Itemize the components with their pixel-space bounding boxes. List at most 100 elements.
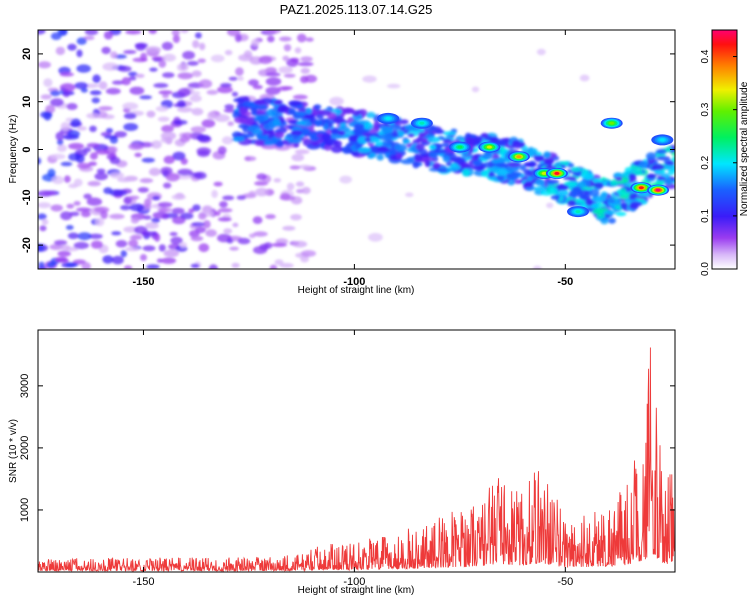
heatmap-noise-blob xyxy=(113,189,128,197)
heatmap-ridge-blob xyxy=(399,119,409,125)
heatmap-noise-blob xyxy=(145,222,159,230)
heatmap-noise-blob xyxy=(38,30,46,35)
heatmap-noise-blob xyxy=(91,97,101,104)
heatmap-noise-blob xyxy=(38,261,45,268)
heatmap-noise-blob xyxy=(217,217,232,222)
heatmap-ridge-blob xyxy=(324,117,336,125)
snr-y-tick-label: 3000 xyxy=(19,374,31,398)
heatmap-ridge-blob xyxy=(272,118,281,127)
colorbar-gradient xyxy=(711,29,738,270)
heatmap-hotspot xyxy=(567,206,589,218)
heatmap-noise-blob xyxy=(195,32,202,39)
heatmap-noise-blob xyxy=(89,90,102,96)
heatmap-noise-blob xyxy=(190,263,200,269)
heatmap-ridge-blob xyxy=(482,161,495,169)
snr-x-ticks: -150 -100 -50 xyxy=(132,330,573,588)
heatmap-noise-blob xyxy=(66,203,75,209)
snr-y-axis-label: SNR (10 * v/v) xyxy=(8,419,19,483)
heatmap-ridge-blob xyxy=(491,153,500,160)
heatmap-noise-blob xyxy=(50,98,64,107)
heatmap-ridge-blob xyxy=(600,191,608,199)
heatmap-noise-blob xyxy=(158,59,167,68)
heatmap-ridge-blob xyxy=(615,211,627,217)
heatmap-ridge-blob xyxy=(266,108,276,117)
heatmap-noise-blob xyxy=(45,104,56,114)
heatmap-noise-blob xyxy=(43,111,52,121)
heatmap-ridge-blob xyxy=(570,167,581,172)
heatmap-hotspot xyxy=(545,167,568,179)
heatmap-noise-blob xyxy=(67,232,79,240)
heatmap-noise-blob xyxy=(115,240,128,248)
heatmap-noise-blob xyxy=(163,155,175,164)
heatmap-noise-blob xyxy=(180,30,189,33)
heatmap-noise-blob xyxy=(129,203,145,212)
heatmap-noise-blob xyxy=(244,156,257,162)
heatmap-noise-blob xyxy=(295,181,305,187)
heatmap-noise-blob xyxy=(47,168,56,177)
heatmap-ridge-blob xyxy=(353,127,362,135)
heatmap-noise-blob xyxy=(100,210,108,220)
heatmap-ridge-blob xyxy=(379,133,394,141)
heatmap-noise-blob xyxy=(80,87,88,93)
heatmap-ridge-blob xyxy=(524,162,536,168)
heatmap-ridge-blob xyxy=(567,163,575,168)
heatmap-noise-blob xyxy=(224,49,233,56)
heatmap-ridge-blob xyxy=(231,137,245,142)
heatmap-noise-blob xyxy=(283,73,296,78)
heatmap-ridge-blob xyxy=(550,194,561,200)
heatmap-noise-blob xyxy=(211,189,218,199)
heatmap-noise-blob xyxy=(221,136,233,145)
heatmap-noise-blob xyxy=(165,172,180,182)
heatmap-noise-blob xyxy=(237,76,244,81)
heatmap-noise-blob xyxy=(282,55,290,62)
heatmap-noise-blob xyxy=(101,46,111,55)
heatmap-y-tick-label: 0 xyxy=(21,146,33,152)
heatmap-ridge-blob xyxy=(664,161,675,166)
heatmap-noise-blob xyxy=(88,233,103,239)
heatmap-ridge-blob xyxy=(300,127,310,135)
heatmap-noise-blob xyxy=(128,76,137,81)
snr-y-ticks: 1000 2000 3000 xyxy=(19,374,675,522)
heatmap-noise-blob xyxy=(210,54,225,63)
heatmap-ridge-blob xyxy=(620,188,627,195)
heatmap-noise-blob xyxy=(217,146,227,155)
colorbar-tick-label: 0.3 xyxy=(700,102,711,116)
heatmap-noise-blob xyxy=(265,30,281,34)
heatmap-noise-blob xyxy=(198,243,210,253)
heatmap-ridge-blob xyxy=(608,217,616,224)
heatmap-noise-blob xyxy=(305,37,314,42)
heatmap-ridge-blob xyxy=(583,173,595,180)
heatmap-noise-blob xyxy=(191,70,202,77)
heatmap-noise-blob xyxy=(38,243,45,252)
heatmap-noise-blob xyxy=(161,125,174,133)
heatmap-noise-blob xyxy=(50,32,62,40)
heatmap-noise-blob xyxy=(163,182,172,189)
heatmap-ridge-blob xyxy=(238,123,250,129)
heatmap-noise-blob xyxy=(182,132,193,140)
snr-x-tick-label: -50 xyxy=(557,576,573,588)
heatmap-ridge-blob xyxy=(256,115,266,123)
heatmap-noise-blob xyxy=(57,144,67,152)
heatmap-noise-blob xyxy=(278,66,293,74)
snr-y-tick-label: 1000 xyxy=(19,498,31,522)
heatmap-noise-blob xyxy=(274,259,284,266)
heatmap-ridge-blob xyxy=(610,180,619,186)
heatmap-ridge-blob xyxy=(242,133,256,138)
colorbar-tick-label: 0.1 xyxy=(700,209,711,223)
heatmap-noise-blob xyxy=(59,72,74,77)
heatmap-noise-blob xyxy=(231,91,239,97)
heatmap-noise-blob xyxy=(140,254,147,261)
heatmap-ridge-blob xyxy=(348,134,359,142)
heatmap-noise-blob xyxy=(286,58,299,68)
heatmap-ridge-blob xyxy=(462,168,470,177)
heatmap-noise-blob xyxy=(90,240,103,249)
heatmap-ridge-blob xyxy=(645,152,657,160)
heatmap-noise-blob xyxy=(234,33,242,43)
heatmap-ridge-blob xyxy=(357,147,372,154)
heatmap-ridge-blob xyxy=(239,107,248,116)
heatmap-hotspot xyxy=(478,141,501,153)
heatmap-noise-blob xyxy=(193,171,207,180)
heatmap-noise-blob xyxy=(63,175,71,183)
snr-frame xyxy=(37,329,676,573)
